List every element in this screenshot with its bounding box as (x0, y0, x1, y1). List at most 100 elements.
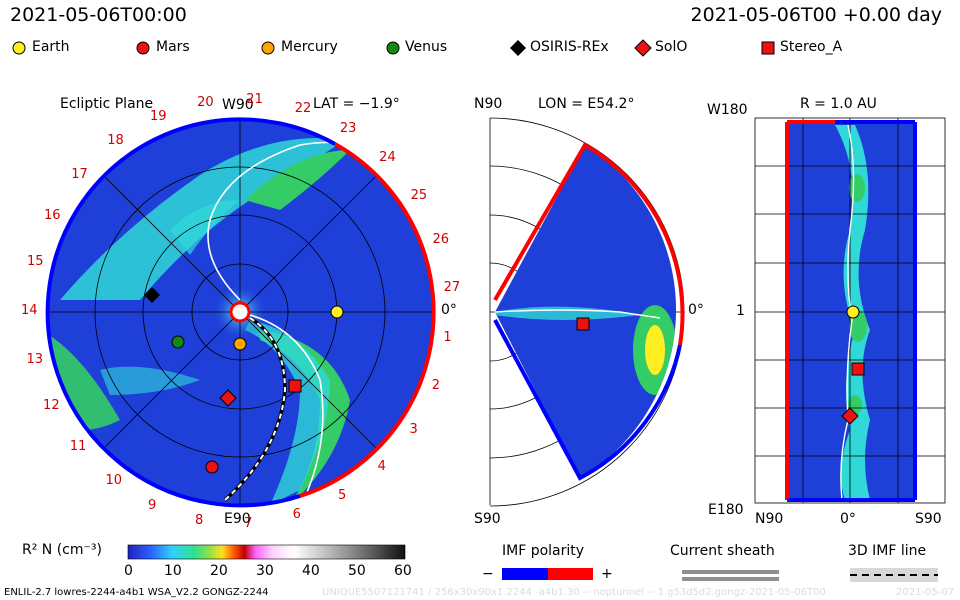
colorbar-tick-10: 10 (164, 563, 182, 579)
legend-mercury-icon (261, 41, 275, 55)
lonlat-panel (754, 117, 946, 504)
legend-solo: SolO (655, 39, 688, 55)
earth-marker (330, 305, 344, 319)
carrington-label-8: 8 (195, 512, 204, 528)
lonlat-stereo-a-marker (851, 362, 865, 376)
carrington-label-2: 2 (431, 377, 441, 393)
ecliptic-polarity-positive (299, 142, 436, 498)
lonlat-mid-left: 1 (736, 303, 745, 319)
legend-solo-icon (634, 39, 652, 57)
colorbar-tick-0: 0 (124, 563, 133, 579)
osiris-rex-marker (144, 287, 160, 303)
carrington-label-9: 9 (147, 498, 157, 514)
ecliptic-bottom-label: E90 (224, 511, 251, 527)
legend-venus-icon (386, 41, 400, 55)
ecliptic-lat-label: LAT = −1.9° (313, 96, 400, 112)
carrington-label-25: 25 (410, 188, 428, 204)
ecliptic-title: Ecliptic Plane (60, 96, 154, 112)
legend-earth: Earth (32, 39, 70, 55)
legend-earth-icon (12, 41, 26, 55)
venus-marker (171, 335, 185, 349)
carrington-label-20: 20 (197, 95, 214, 111)
lonlat-imf-line (840, 124, 855, 501)
imf-polarity-positive-bar (548, 568, 593, 580)
current-sheath-label: Current sheath (670, 543, 775, 559)
lonlat-bottom-left: E180 (708, 502, 744, 518)
current-sheath-line-2 (682, 577, 779, 581)
imf-polarity-negative-bar (502, 568, 548, 580)
imf-polarity-minus: − (482, 566, 494, 582)
ecliptic-polarity-negative (45, 117, 336, 508)
mars-marker (205, 460, 219, 474)
carrington-label-6: 6 (292, 507, 301, 523)
colorbar (127, 544, 406, 560)
carrington-label-23: 23 (339, 120, 357, 136)
ecliptic-panel (45, 117, 436, 508)
imf-polarity-label: IMF polarity (502, 543, 585, 559)
colorbar-tick-50: 50 (348, 563, 366, 579)
run-date-faint: 2021-05-07 (896, 587, 955, 598)
sun-icon (229, 301, 251, 323)
run-info-faint: UNIQUE5507121741 / 256x30x90x1.2244 -a4b… (322, 587, 826, 598)
carrington-label-27: 27 (443, 280, 461, 296)
lonlat-earth-marker (846, 305, 860, 319)
legend-mercury: Mercury (281, 39, 338, 55)
carrington-label-12: 12 (43, 398, 60, 414)
model-info: ENLIL-2.7 lowres-2244-a4b1 WSA_V2.2 GONG… (4, 587, 269, 598)
solo-marker (219, 389, 237, 407)
datetime-right: 2021-05-06T00 +0.00 day (690, 4, 942, 26)
meridional-bottom-label: S90 (474, 511, 501, 527)
carrington-label-13: 13 (26, 351, 43, 367)
carrington-label-21: 21 (246, 92, 263, 108)
legend-markers (12, 39, 775, 57)
lonlat-x-label-n90: N90 (755, 511, 784, 527)
legend-venus: Venus (405, 39, 448, 55)
carrington-label-14: 14 (21, 302, 38, 318)
carrington-label-19: 19 (149, 108, 167, 124)
datetime-left: 2021-05-06T00:00 (10, 4, 187, 26)
carrington-label-5: 5 (337, 488, 347, 504)
meridional-stereo-a-marker (576, 317, 590, 331)
mercury-marker (233, 337, 247, 351)
legend-mars: Mars (156, 39, 190, 55)
carrington-label-26: 26 (432, 232, 450, 248)
meridional-right-label: 0° (688, 302, 704, 318)
lonlat-top-left: W180 (707, 102, 748, 118)
colorbar-tick-20: 20 (210, 563, 228, 579)
imf-line-swatch (850, 568, 938, 582)
carrington-label-1: 1 (443, 329, 452, 345)
ecliptic-top-label: W90 (222, 97, 254, 113)
legend-stereo-a-icon (761, 41, 775, 55)
carrington-label-17: 17 (71, 166, 88, 182)
carrington-label-15: 15 (26, 254, 44, 270)
legend-osiris-rex-icon (510, 40, 526, 56)
carrington-label-7: 7 (244, 515, 253, 531)
ecliptic-imf-line-north (207, 141, 349, 301)
lonlat-title: R = 1.0 AU (800, 96, 877, 112)
carrington-label-3: 3 (409, 421, 418, 437)
ecliptic-right-label: 0° (441, 302, 457, 318)
meridional-panel (489, 117, 685, 507)
meridional-polarity-positive (493, 142, 685, 346)
meridional-polarity-negative (493, 319, 682, 481)
legend-mars-icon (136, 41, 150, 55)
carrington-label-24: 24 (379, 150, 396, 166)
carrington-label-16: 16 (44, 207, 61, 223)
carrington-label-18: 18 (107, 133, 124, 149)
legend-osiris-rex: OSIRIS-REx (530, 39, 609, 55)
colorbar-tick-60: 60 (394, 563, 412, 579)
ecliptic-imf-line-south (249, 314, 324, 498)
carrington-label-4: 4 (377, 459, 386, 475)
stereo-a-marker (288, 379, 302, 393)
colorbar-tick-40: 40 (302, 563, 320, 579)
imf-polarity-plus: + (601, 566, 613, 582)
meridional-top-label: N90 (474, 96, 503, 112)
lonlat-x-label-s90: S90 (915, 511, 942, 527)
lonlat-x-label-0: 0° (840, 511, 856, 527)
current-sheath-line-1 (682, 570, 779, 574)
imf-line-label: 3D IMF line (848, 543, 927, 559)
carrington-label-22: 22 (294, 101, 312, 117)
colorbar-label: R² N (cm⁻³) (22, 542, 102, 558)
